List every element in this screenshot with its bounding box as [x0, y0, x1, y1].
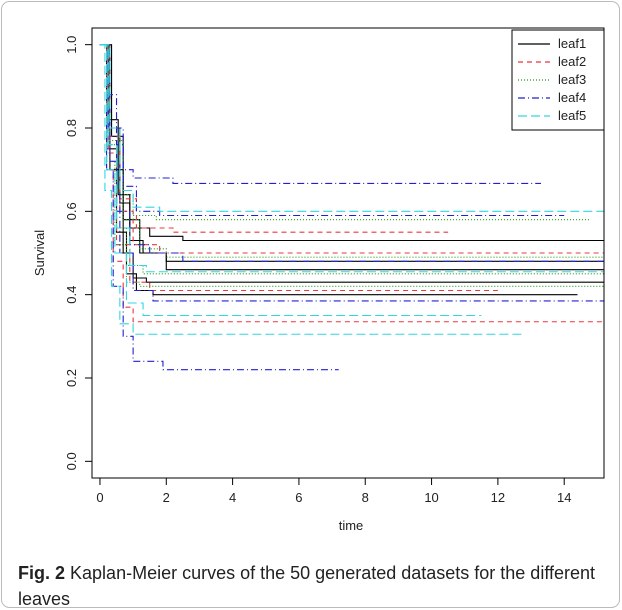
x-tick-label: 4 [229, 490, 236, 505]
y-tick-label: 0.0 [64, 452, 79, 470]
survival-curve [99, 44, 604, 271]
survival-curve [99, 44, 541, 184]
y-tick-label: 0.6 [64, 202, 79, 220]
survival-curve [99, 44, 498, 292]
survival-curve [99, 44, 449, 233]
x-tick-label: 6 [295, 490, 302, 505]
y-tick-label: 0.8 [64, 119, 79, 137]
survival-curve [99, 44, 604, 212]
survival-curve [99, 44, 525, 335]
survival-curve [99, 44, 604, 323]
y-tick-label: 1.0 [64, 36, 79, 54]
caption-text: Kaplan-Meier curves of the 50 generated … [18, 563, 596, 609]
plot-area [99, 44, 604, 371]
plot-frame [91, 27, 605, 479]
x-tick-label: 12 [491, 490, 505, 505]
y-axis-label: Survival [32, 230, 47, 276]
legend-label: leaf4 [558, 90, 586, 105]
survival-curve [99, 44, 604, 275]
x-axis-label: time [339, 518, 364, 533]
x-tick-label: 10 [424, 490, 438, 505]
x-tick-label: 14 [557, 490, 571, 505]
survival-curve [99, 44, 565, 217]
survival-curve [99, 44, 604, 273]
legend-label: leaf2 [558, 54, 586, 69]
caption: Fig. 2 Kaplan-Meier curves of the 50 gen… [18, 560, 598, 610]
y-tick-label: 0.2 [64, 369, 79, 387]
y-tick-label: 0.4 [64, 286, 79, 304]
caption-label: Fig. 2 [18, 563, 66, 583]
legend-label: leaf5 [558, 108, 586, 123]
survival-curve [99, 44, 339, 371]
x-tick-label: 8 [362, 490, 369, 505]
survival-curve [99, 44, 482, 317]
x-tick-label: 2 [163, 490, 170, 505]
survival-curve [99, 44, 604, 287]
legend-label: leaf1 [558, 36, 586, 51]
x-tick-label: 0 [96, 490, 103, 505]
legend-label: leaf3 [558, 72, 586, 87]
